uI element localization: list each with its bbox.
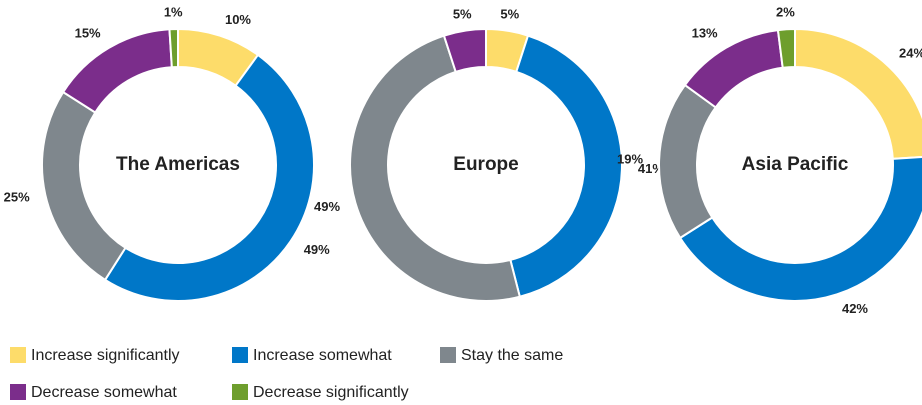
data-label: 49%	[304, 242, 330, 257]
donut-segment	[168, 27, 179, 69]
donut-segment	[658, 83, 718, 240]
data-label: 19%	[617, 152, 643, 167]
data-label: 49%	[314, 199, 340, 214]
data-label: 5%	[500, 6, 519, 21]
data-label: 5%	[453, 6, 472, 21]
donut-segment	[683, 28, 784, 109]
donut-segment	[349, 34, 522, 302]
donut-segment	[103, 53, 315, 302]
donut-segment	[442, 27, 487, 74]
donut-segment	[61, 28, 173, 114]
data-label: 2%	[776, 5, 795, 20]
center-label: Asia Pacific	[742, 154, 849, 175]
data-label: 41%	[638, 161, 664, 176]
legend-swatch	[10, 347, 26, 363]
data-label: 42%	[842, 301, 868, 316]
legend-label: Stay the same	[461, 347, 563, 364]
donut-segment	[776, 27, 796, 69]
data-label: 1%	[164, 5, 183, 20]
donut-segment	[678, 156, 922, 302]
legend-swatch	[232, 384, 248, 400]
data-label: 13%	[692, 26, 718, 41]
legend-label: Decrease significantly	[253, 384, 409, 401]
legend-swatch	[232, 347, 248, 363]
legend-swatch	[10, 384, 26, 400]
donut-segment	[41, 90, 127, 282]
data-label: 15%	[75, 26, 101, 41]
legend-label: Increase significantly	[31, 347, 180, 364]
legend-label: Increase somewhat	[253, 347, 392, 364]
donut-segment	[509, 34, 623, 298]
data-label: 24%	[899, 46, 922, 61]
center-label: The Americas	[116, 154, 240, 175]
data-label: 25%	[4, 190, 30, 205]
center-label: Europe	[453, 154, 518, 175]
donut-segment	[794, 27, 922, 160]
legend-label: Decrease somewhat	[31, 384, 177, 401]
data-label: 10%	[225, 12, 251, 27]
legend-swatch	[440, 347, 456, 363]
